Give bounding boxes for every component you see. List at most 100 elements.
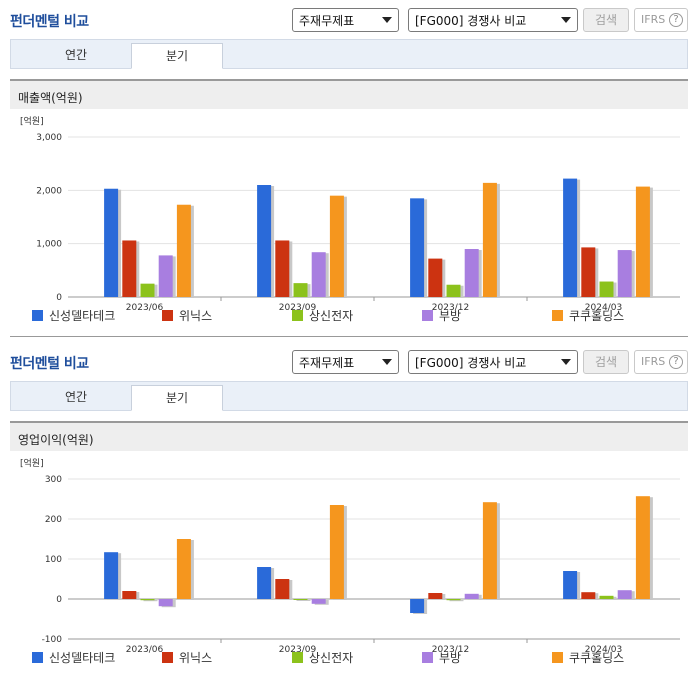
- x-tick-label: 2024/03: [585, 303, 622, 313]
- x-tick-label: 2023/09: [279, 303, 317, 313]
- compare-select-value: [FG000] 경쟁사 비교: [415, 356, 527, 370]
- statement-select-value: 주재무제표: [299, 356, 355, 370]
- bar[interactable]: [257, 567, 272, 599]
- y-unit-label: [억원]: [20, 115, 44, 127]
- bar[interactable]: [176, 204, 191, 297]
- bar[interactable]: [104, 188, 119, 297]
- compare-select[interactable]: [FG000] 경쟁사 비교: [408, 350, 578, 374]
- bar[interactable]: [329, 505, 344, 599]
- bar[interactable]: [293, 599, 308, 600]
- help-icon: ?: [669, 13, 683, 27]
- bar[interactable]: [275, 579, 290, 599]
- x-tick-label: 2023/12: [432, 645, 469, 655]
- bar[interactable]: [464, 593, 479, 599]
- bar[interactable]: [104, 552, 119, 599]
- search-button[interactable]: 검색: [583, 350, 629, 374]
- legend-label[interactable]: 위닉스: [179, 651, 212, 665]
- metric-label: 매출액(억원): [10, 79, 688, 109]
- bar[interactable]: [410, 198, 425, 297]
- legend-label[interactable]: 상신전자: [309, 651, 353, 665]
- bar[interactable]: [563, 178, 578, 297]
- legend-label[interactable]: 쿠쿠홀딩스: [569, 309, 624, 323]
- bar-shadow: [449, 600, 464, 602]
- y-tick-label: 0: [56, 595, 62, 605]
- x-tick-label: 2023/06: [126, 645, 164, 655]
- legend-swatch: [552, 652, 563, 663]
- panel-title: 펀더멘털 비교: [10, 356, 89, 372]
- legend-label[interactable]: 신성델타테크: [49, 651, 115, 665]
- bar[interactable]: [275, 240, 290, 297]
- bar[interactable]: [158, 599, 173, 607]
- bar[interactable]: [617, 250, 632, 297]
- y-tick-label: 2,000: [36, 186, 62, 196]
- statement-select-value: 주재무제표: [299, 14, 355, 28]
- bar[interactable]: [446, 284, 461, 297]
- bar[interactable]: [599, 281, 614, 297]
- x-tick-label: 2024/03: [585, 645, 622, 655]
- tab-annual[interactable]: 연간: [64, 48, 88, 62]
- help-icon: ?: [669, 355, 683, 369]
- bar[interactable]: [581, 247, 596, 297]
- ifrs-button[interactable]: IFRS ?: [634, 350, 688, 374]
- legend-label[interactable]: 쿠쿠홀딩스: [569, 651, 624, 665]
- bar[interactable]: [563, 571, 578, 599]
- bar[interactable]: [599, 595, 614, 599]
- fundamental-panel-operating-profit: 펀더멘털 비교 주재무제표 [FG000] 경쟁사 비교 검색 IFRS ? 연…: [0, 342, 696, 684]
- bar[interactable]: [482, 502, 497, 599]
- bar[interactable]: [446, 599, 461, 601]
- y-tick-label: 100: [45, 555, 62, 565]
- panel-title: 펀더멘털 비교: [10, 14, 89, 30]
- bar[interactable]: [410, 599, 425, 613]
- ifrs-label: IFRS: [641, 355, 666, 368]
- bar[interactable]: [635, 496, 650, 599]
- legend-label[interactable]: 상신전자: [309, 309, 353, 323]
- ifrs-button[interactable]: IFRS ?: [634, 8, 688, 32]
- legend-swatch: [162, 310, 173, 321]
- legend-swatch: [292, 652, 303, 663]
- metric-label: 영업이익(억원): [10, 421, 688, 451]
- bar[interactable]: [428, 593, 443, 599]
- legend-label[interactable]: 부방: [439, 651, 461, 665]
- bar[interactable]: [482, 182, 497, 297]
- fundamental-panel-sales: 펀더멘털 비교 주재무제표 [FG000] 경쟁사 비교 검색 IFRS ? 연…: [10, 8, 688, 337]
- statement-select[interactable]: 주재무제표: [292, 350, 399, 374]
- bar[interactable]: [464, 249, 479, 297]
- bar[interactable]: [122, 591, 137, 599]
- panel-divider: [10, 336, 688, 337]
- bar[interactable]: [635, 186, 650, 297]
- panel-header: 펀더멘털 비교 주재무제표 [FG000] 경쟁사 비교 검색 IFRS ?: [0, 342, 696, 376]
- compare-select[interactable]: [FG000] 경쟁사 비교: [408, 8, 578, 32]
- period-tabs: 연간 분기: [10, 39, 688, 69]
- bar[interactable]: [158, 255, 173, 297]
- tab-quarterly[interactable]: 분기: [131, 385, 223, 411]
- bar[interactable]: [617, 590, 632, 599]
- bar[interactable]: [140, 283, 155, 297]
- legend-label[interactable]: 신성델타테크: [49, 309, 115, 323]
- search-button[interactable]: 검색: [583, 8, 629, 32]
- statement-select[interactable]: 주재무제표: [292, 8, 399, 32]
- legend-label[interactable]: 부방: [439, 309, 461, 323]
- bar[interactable]: [293, 283, 308, 297]
- bar[interactable]: [257, 185, 272, 297]
- sales-bar-chart: [억원] 0 1,000 2,000 3,000 2023/06 2023/09 2023/1…: [20, 115, 680, 323]
- legend-label[interactable]: 위닉스: [179, 309, 212, 323]
- bar[interactable]: [122, 240, 137, 297]
- bar[interactable]: [311, 252, 326, 297]
- chevron-down-icon: [561, 17, 571, 23]
- x-tick-label: 2023/09: [279, 645, 317, 655]
- bar-shadow: [143, 600, 158, 602]
- y-unit-label: [억원]: [20, 457, 44, 469]
- bar[interactable]: [581, 592, 596, 599]
- tab-annual[interactable]: 연간: [64, 390, 88, 404]
- ifrs-label: IFRS: [641, 13, 666, 26]
- y-tick-label: -100: [42, 635, 63, 645]
- bar[interactable]: [428, 258, 443, 297]
- bar[interactable]: [329, 195, 344, 297]
- tab-quarterly[interactable]: 분기: [131, 43, 223, 69]
- legend-swatch: [422, 652, 433, 663]
- bar[interactable]: [311, 599, 326, 604]
- bar[interactable]: [140, 599, 155, 601]
- legend-swatch: [32, 310, 43, 321]
- bar[interactable]: [176, 539, 191, 599]
- y-tick-label: 3,000: [36, 133, 62, 143]
